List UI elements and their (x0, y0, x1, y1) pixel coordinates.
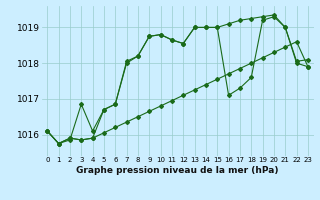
X-axis label: Graphe pression niveau de la mer (hPa): Graphe pression niveau de la mer (hPa) (76, 166, 279, 175)
